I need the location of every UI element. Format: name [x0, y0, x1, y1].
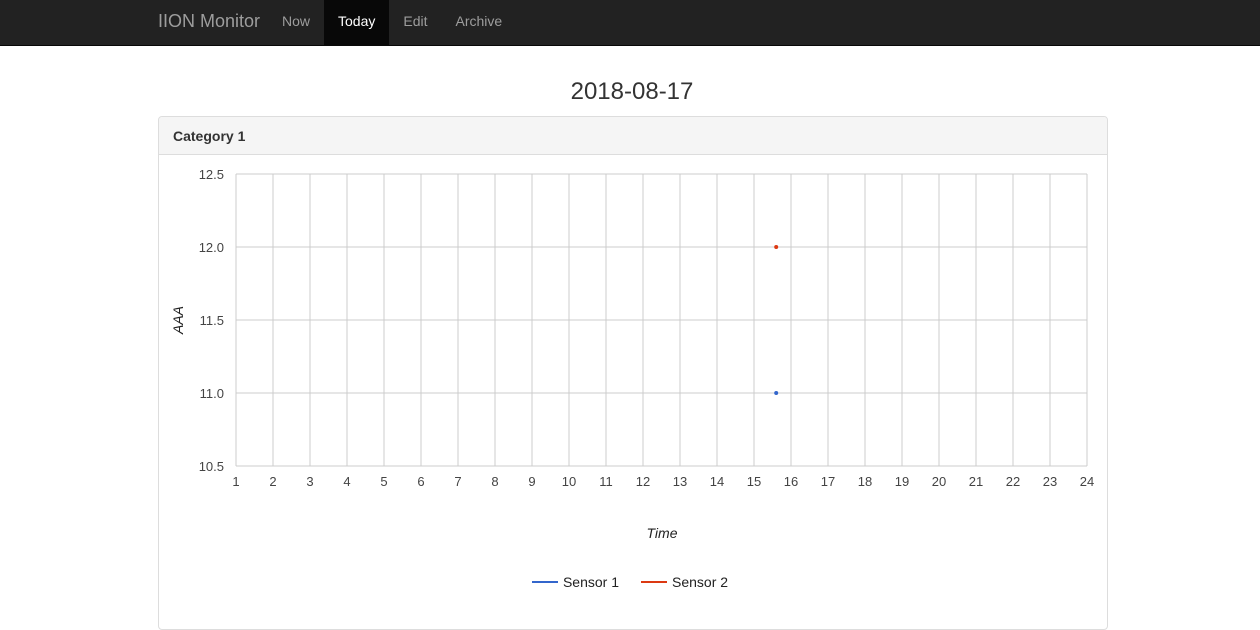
x-tick-label: 3: [306, 474, 313, 489]
x-tick-label: 11: [599, 474, 613, 489]
chart-legend: Sensor 1 Sensor 2: [0, 574, 1260, 590]
chart-grid: [235, 173, 1088, 467]
x-tick-label: 19: [895, 474, 909, 489]
page-title: 2018-08-17: [570, 78, 694, 105]
nav-menu: Now Today Edit Archive: [268, 0, 516, 45]
nav-item-today[interactable]: Today: [324, 0, 390, 45]
chart-panel: Category 1: [158, 116, 1108, 630]
y-tick-label: 10.5: [199, 459, 224, 474]
x-tick-label: 9: [528, 474, 535, 489]
chart-tick-labels: 1 2 3 4 5 6 7 8 9 10 11 12 13 14 15 16 17 18 19 20 21 22 23 241…: [199, 167, 1095, 489]
data-point-sensor-2[interactable]: [774, 245, 779, 249]
y-tick-label: 11.0: [200, 386, 224, 401]
x-tick-label: 21: [969, 474, 983, 489]
nav-item-edit[interactable]: Edit: [403, 13, 428, 29]
x-tick-label: 6: [417, 474, 424, 489]
y-tick-label: 11.5: [200, 313, 224, 328]
x-tick-label: 7: [454, 474, 461, 489]
data-point-sensor-1[interactable]: [774, 391, 779, 395]
x-tick-label: 12: [636, 474, 650, 489]
x-tick-label: 1: [232, 474, 239, 489]
legend-swatch-sensor-2: [641, 581, 667, 583]
brand-link[interactable]: IION Monitor: [158, 11, 261, 31]
legend-item-sensor-2[interactable]: Sensor 2: [641, 574, 728, 590]
y-tick-label: 12.0: [199, 240, 224, 255]
x-tick-label: 24: [1080, 474, 1094, 489]
x-tick-label: 5: [380, 474, 387, 489]
x-axis-label: Time: [647, 525, 678, 541]
panel-heading: Category 1: [159, 117, 1107, 155]
top-navbar: IION Monitor Now Today Edit Archive: [0, 0, 1260, 46]
x-tick-label: 2: [269, 474, 276, 489]
nav-item-archive[interactable]: Archive: [455, 13, 503, 29]
x-tick-label: 17: [821, 474, 835, 489]
legend-item-sensor-1[interactable]: Sensor 1: [531, 574, 619, 590]
x-tick-label: 18: [858, 474, 872, 489]
legend-swatch-sensor-1: [531, 581, 558, 583]
y-axis-label: AAA: [170, 306, 186, 335]
x-tick-label: 10: [562, 474, 576, 489]
legend-label-sensor-2: Sensor 2: [672, 574, 729, 590]
x-tick-label: 4: [343, 474, 350, 489]
x-tick-label: 20: [932, 474, 946, 489]
x-tick-label: 15: [747, 474, 761, 489]
x-tick-label: 13: [673, 474, 687, 489]
x-tick-label: 22: [1006, 474, 1020, 489]
x-tick-label: 16: [784, 474, 798, 489]
x-tick-label: 23: [1043, 474, 1057, 489]
nav-item-now[interactable]: Now: [282, 13, 311, 29]
x-tick-label: 14: [710, 474, 724, 489]
legend-label-sensor-1: Sensor 1: [562, 574, 619, 590]
y-tick-label: 12.5: [199, 167, 224, 182]
chart-points: [774, 245, 779, 395]
x-tick-label: 8: [491, 474, 498, 489]
